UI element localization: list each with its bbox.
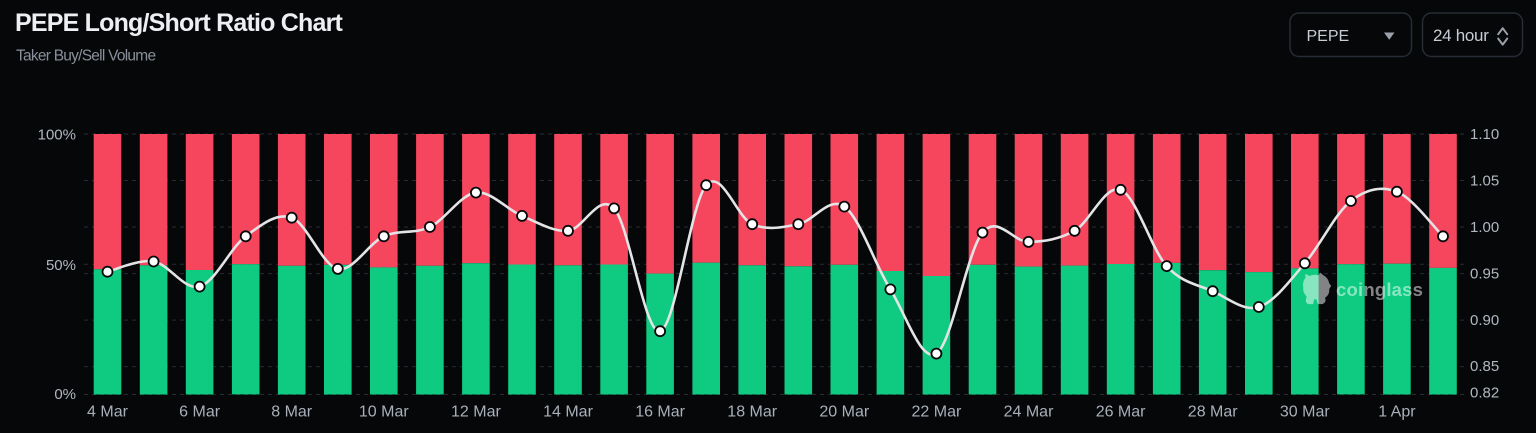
svg-text:PEPE: PEPE [1307,28,1350,45]
svg-text:0.95: 0.95 [1470,266,1499,283]
svg-text:28 Mar: 28 Mar [1188,403,1238,420]
svg-text:Taker Buy/Sell Volume: Taker Buy/Sell Volume [16,47,155,64]
svg-text:PEPE Long/Short Ratio Chart: PEPE Long/Short Ratio Chart [15,9,343,37]
svg-text:4 Mar: 4 Mar [87,403,129,420]
svg-text:50%: 50% [46,257,76,274]
svg-text:24 hour: 24 hour [1433,26,1489,45]
svg-text:18 Mar: 18 Mar [727,403,777,420]
svg-text:coinglass: coinglass [1336,279,1423,300]
svg-text:1.00: 1.00 [1470,219,1499,236]
svg-text:1.05: 1.05 [1470,173,1499,190]
svg-text:0.90: 0.90 [1470,312,1499,329]
svg-text:22 Mar: 22 Mar [912,403,962,420]
svg-text:8 Mar: 8 Mar [271,403,313,420]
svg-text:14 Mar: 14 Mar [543,403,593,420]
svg-text:0%: 0% [54,386,76,403]
svg-text:24 Mar: 24 Mar [1004,403,1054,420]
svg-text:16 Mar: 16 Mar [635,403,685,420]
svg-text:0.85: 0.85 [1470,358,1499,375]
svg-text:1.10: 1.10 [1470,126,1499,143]
svg-text:12 Mar: 12 Mar [451,403,501,420]
svg-text:26 Mar: 26 Mar [1096,403,1146,420]
svg-text:10 Mar: 10 Mar [359,403,409,420]
svg-text:100%: 100% [38,127,76,144]
svg-text:1 Apr: 1 Apr [1378,403,1416,420]
svg-text:0.82: 0.82 [1470,385,1499,402]
svg-text:30 Mar: 30 Mar [1280,403,1330,420]
svg-text:6 Mar: 6 Mar [179,403,221,420]
svg-text:20 Mar: 20 Mar [819,403,869,420]
